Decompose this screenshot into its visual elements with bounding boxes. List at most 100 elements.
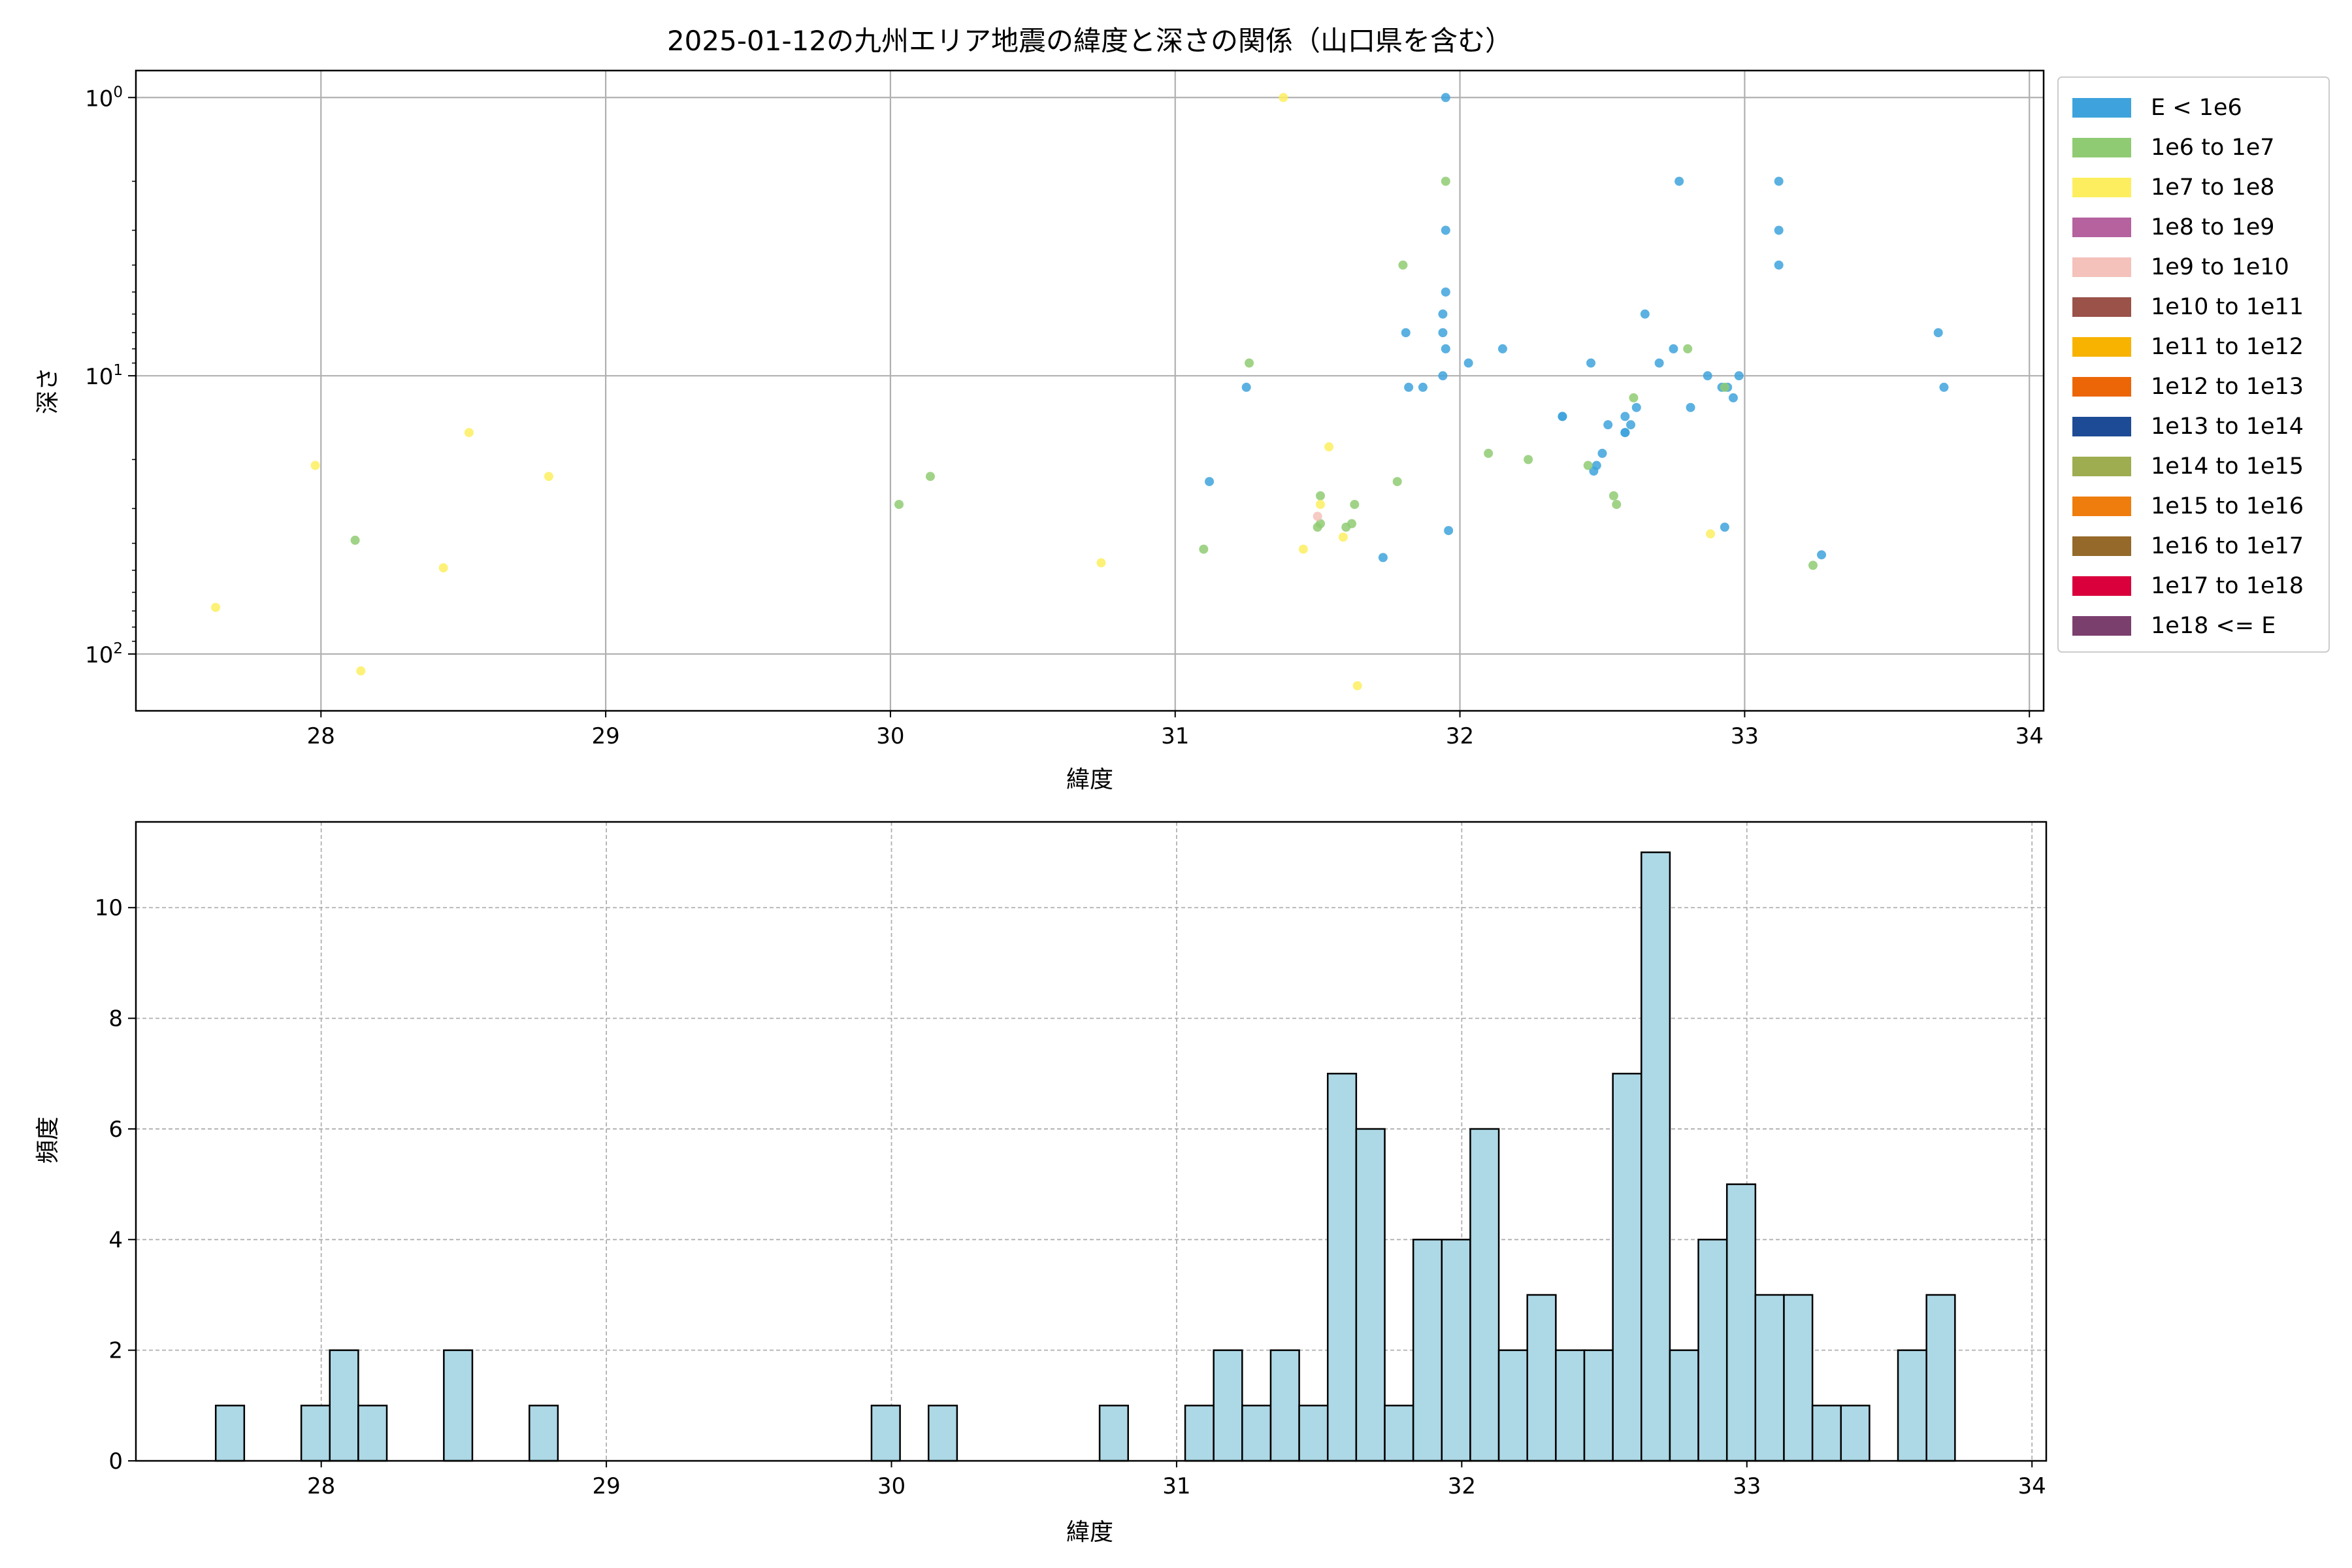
legend-label: 1e13 to 1e14 <box>2151 414 2304 440</box>
histogram-y-tick-label: 6 <box>108 1117 123 1143</box>
scatter-point <box>1441 225 1450 235</box>
scatter-point <box>1241 382 1251 392</box>
histogram-bar <box>1583 1349 1614 1462</box>
legend-swatch <box>2072 457 2131 476</box>
scatter-axes-frame <box>135 69 2045 712</box>
scatter-point <box>1626 420 1636 430</box>
scatter-y-tick-label: 102 <box>85 640 123 668</box>
histogram-bar <box>214 1405 246 1462</box>
histogram-bar <box>1497 1349 1528 1462</box>
scatter-x-tick-label: 29 <box>591 723 619 749</box>
legend-swatch <box>2072 377 2131 397</box>
scatter-x-tick-label: 30 <box>876 723 904 749</box>
legend-frame <box>2057 76 2330 653</box>
scatter-point <box>1484 448 1494 458</box>
scatter-x-tick-label: 31 <box>1161 723 1189 749</box>
scatter-point <box>925 472 935 482</box>
scatter-y-ticks: 100 101 102 <box>85 84 136 668</box>
scatter-point <box>1398 260 1408 270</box>
histogram-x-axis-label: 緯度 <box>1066 1519 1113 1546</box>
histogram-bar <box>357 1405 388 1462</box>
histogram-bar <box>1269 1349 1300 1462</box>
legend-label: 1e18 <= E <box>2151 613 2276 639</box>
scatter-point <box>1404 382 1414 392</box>
scatter-point <box>1640 309 1650 319</box>
legend-label: E < 1e6 <box>2151 95 2242 121</box>
scatter-point <box>1316 491 1326 500</box>
scatter-point <box>1298 544 1308 554</box>
scatter-point <box>1674 176 1684 186</box>
histogram-bar <box>1326 1073 1358 1462</box>
scatter-point <box>1350 500 1360 510</box>
histogram-bar <box>443 1349 474 1462</box>
scatter-point <box>1441 93 1450 103</box>
scatter-point <box>1597 448 1607 458</box>
legend-label: 1e10 to 1e11 <box>2151 294 2304 320</box>
scatter-point <box>1720 382 1729 392</box>
scatter-point <box>350 535 360 545</box>
histogram-x-tick-label: 30 <box>877 1473 906 1499</box>
histogram-bar <box>1697 1239 1728 1462</box>
scatter-point <box>1583 461 1593 470</box>
histogram-bar <box>1641 851 1671 1462</box>
histogram-bar <box>1441 1239 1471 1462</box>
legend-label: 1e14 to 1e15 <box>2151 453 2304 480</box>
figure-title: 2025-01-12の九州エリア地震の緯度と深さの関係（山口県を含む） <box>667 25 1512 57</box>
histogram-bar <box>1384 1405 1414 1462</box>
histogram-x-tick-label: 33 <box>1733 1473 1761 1499</box>
scatter-point <box>1817 550 1827 560</box>
histogram-y-axis-label: 頻度 <box>35 1117 61 1164</box>
scatter-point <box>1774 260 1784 270</box>
histogram-y-ticks: 0 2 4 6 8 10 <box>95 895 136 1475</box>
legend-label: 1e9 to 1e10 <box>2151 254 2289 280</box>
scatter-x-tick-label: 32 <box>1446 723 1474 749</box>
histogram-axes-frame <box>135 821 2048 1462</box>
scatter-x-tick-label: 33 <box>1731 723 1759 749</box>
scatter-points <box>211 93 1949 691</box>
histogram-y-tick-label: 0 <box>108 1448 123 1475</box>
legend-label: 1e16 to 1e17 <box>2151 533 2304 559</box>
legend-swatch <box>2072 497 2131 516</box>
scatter-x-axis-label: 緯度 <box>1066 766 1113 793</box>
histogram-bar <box>927 1405 958 1462</box>
legend-swatch <box>2072 178 2131 197</box>
scatter-point <box>1352 681 1362 691</box>
scatter-point <box>1728 393 1738 402</box>
scatter-y-axis-label: 深さ <box>35 367 61 414</box>
scatter-point <box>1558 412 1567 421</box>
histogram-x-ticks: 28 29 30 31 32 33 34 <box>307 1461 2046 1499</box>
histogram-bar <box>1241 1405 1272 1462</box>
histogram-y-tick-label: 4 <box>108 1227 123 1253</box>
histogram-bar <box>1555 1349 1586 1462</box>
scatter-point <box>1378 553 1388 563</box>
histogram-x-tick-label: 34 <box>2018 1473 2046 1499</box>
scatter-point <box>1669 344 1678 353</box>
histogram-bar <box>1925 1294 1956 1462</box>
scatter-point <box>1444 526 1454 536</box>
legend-swatch <box>2072 576 2131 596</box>
scatter-point <box>464 428 474 438</box>
scatter-point <box>544 472 553 482</box>
scatter-point <box>211 602 221 612</box>
scatter-point <box>1808 561 1818 570</box>
scatter-point <box>1401 328 1411 338</box>
legend-swatch <box>2072 337 2131 357</box>
histogram-plot: 28 29 30 31 32 33 34 0 2 4 6 8 10 緯度 頻度 <box>35 821 2048 1546</box>
histogram-y-tick-label: 8 <box>108 1006 123 1032</box>
scatter-point <box>1245 358 1254 368</box>
scatter-point <box>1620 412 1630 421</box>
scatter-plot: 28 29 30 31 32 33 34 100 101 102 緯度 深さ <box>35 69 2045 793</box>
legend-swatch <box>2072 417 2131 436</box>
legend-swatch <box>2072 138 2131 157</box>
scatter-point <box>1438 328 1448 338</box>
scatter-point <box>1441 176 1450 186</box>
scatter-point <box>1686 402 1695 412</box>
histogram-bar <box>1783 1294 1814 1462</box>
scatter-point <box>1683 344 1693 353</box>
scatter-point <box>1933 328 1943 338</box>
legend-swatch <box>2072 218 2131 237</box>
legend-label: 1e8 to 1e9 <box>2151 214 2275 240</box>
scatter-point <box>1279 93 1288 103</box>
histogram-bars <box>214 851 1956 1462</box>
scatter-point <box>1438 371 1448 381</box>
